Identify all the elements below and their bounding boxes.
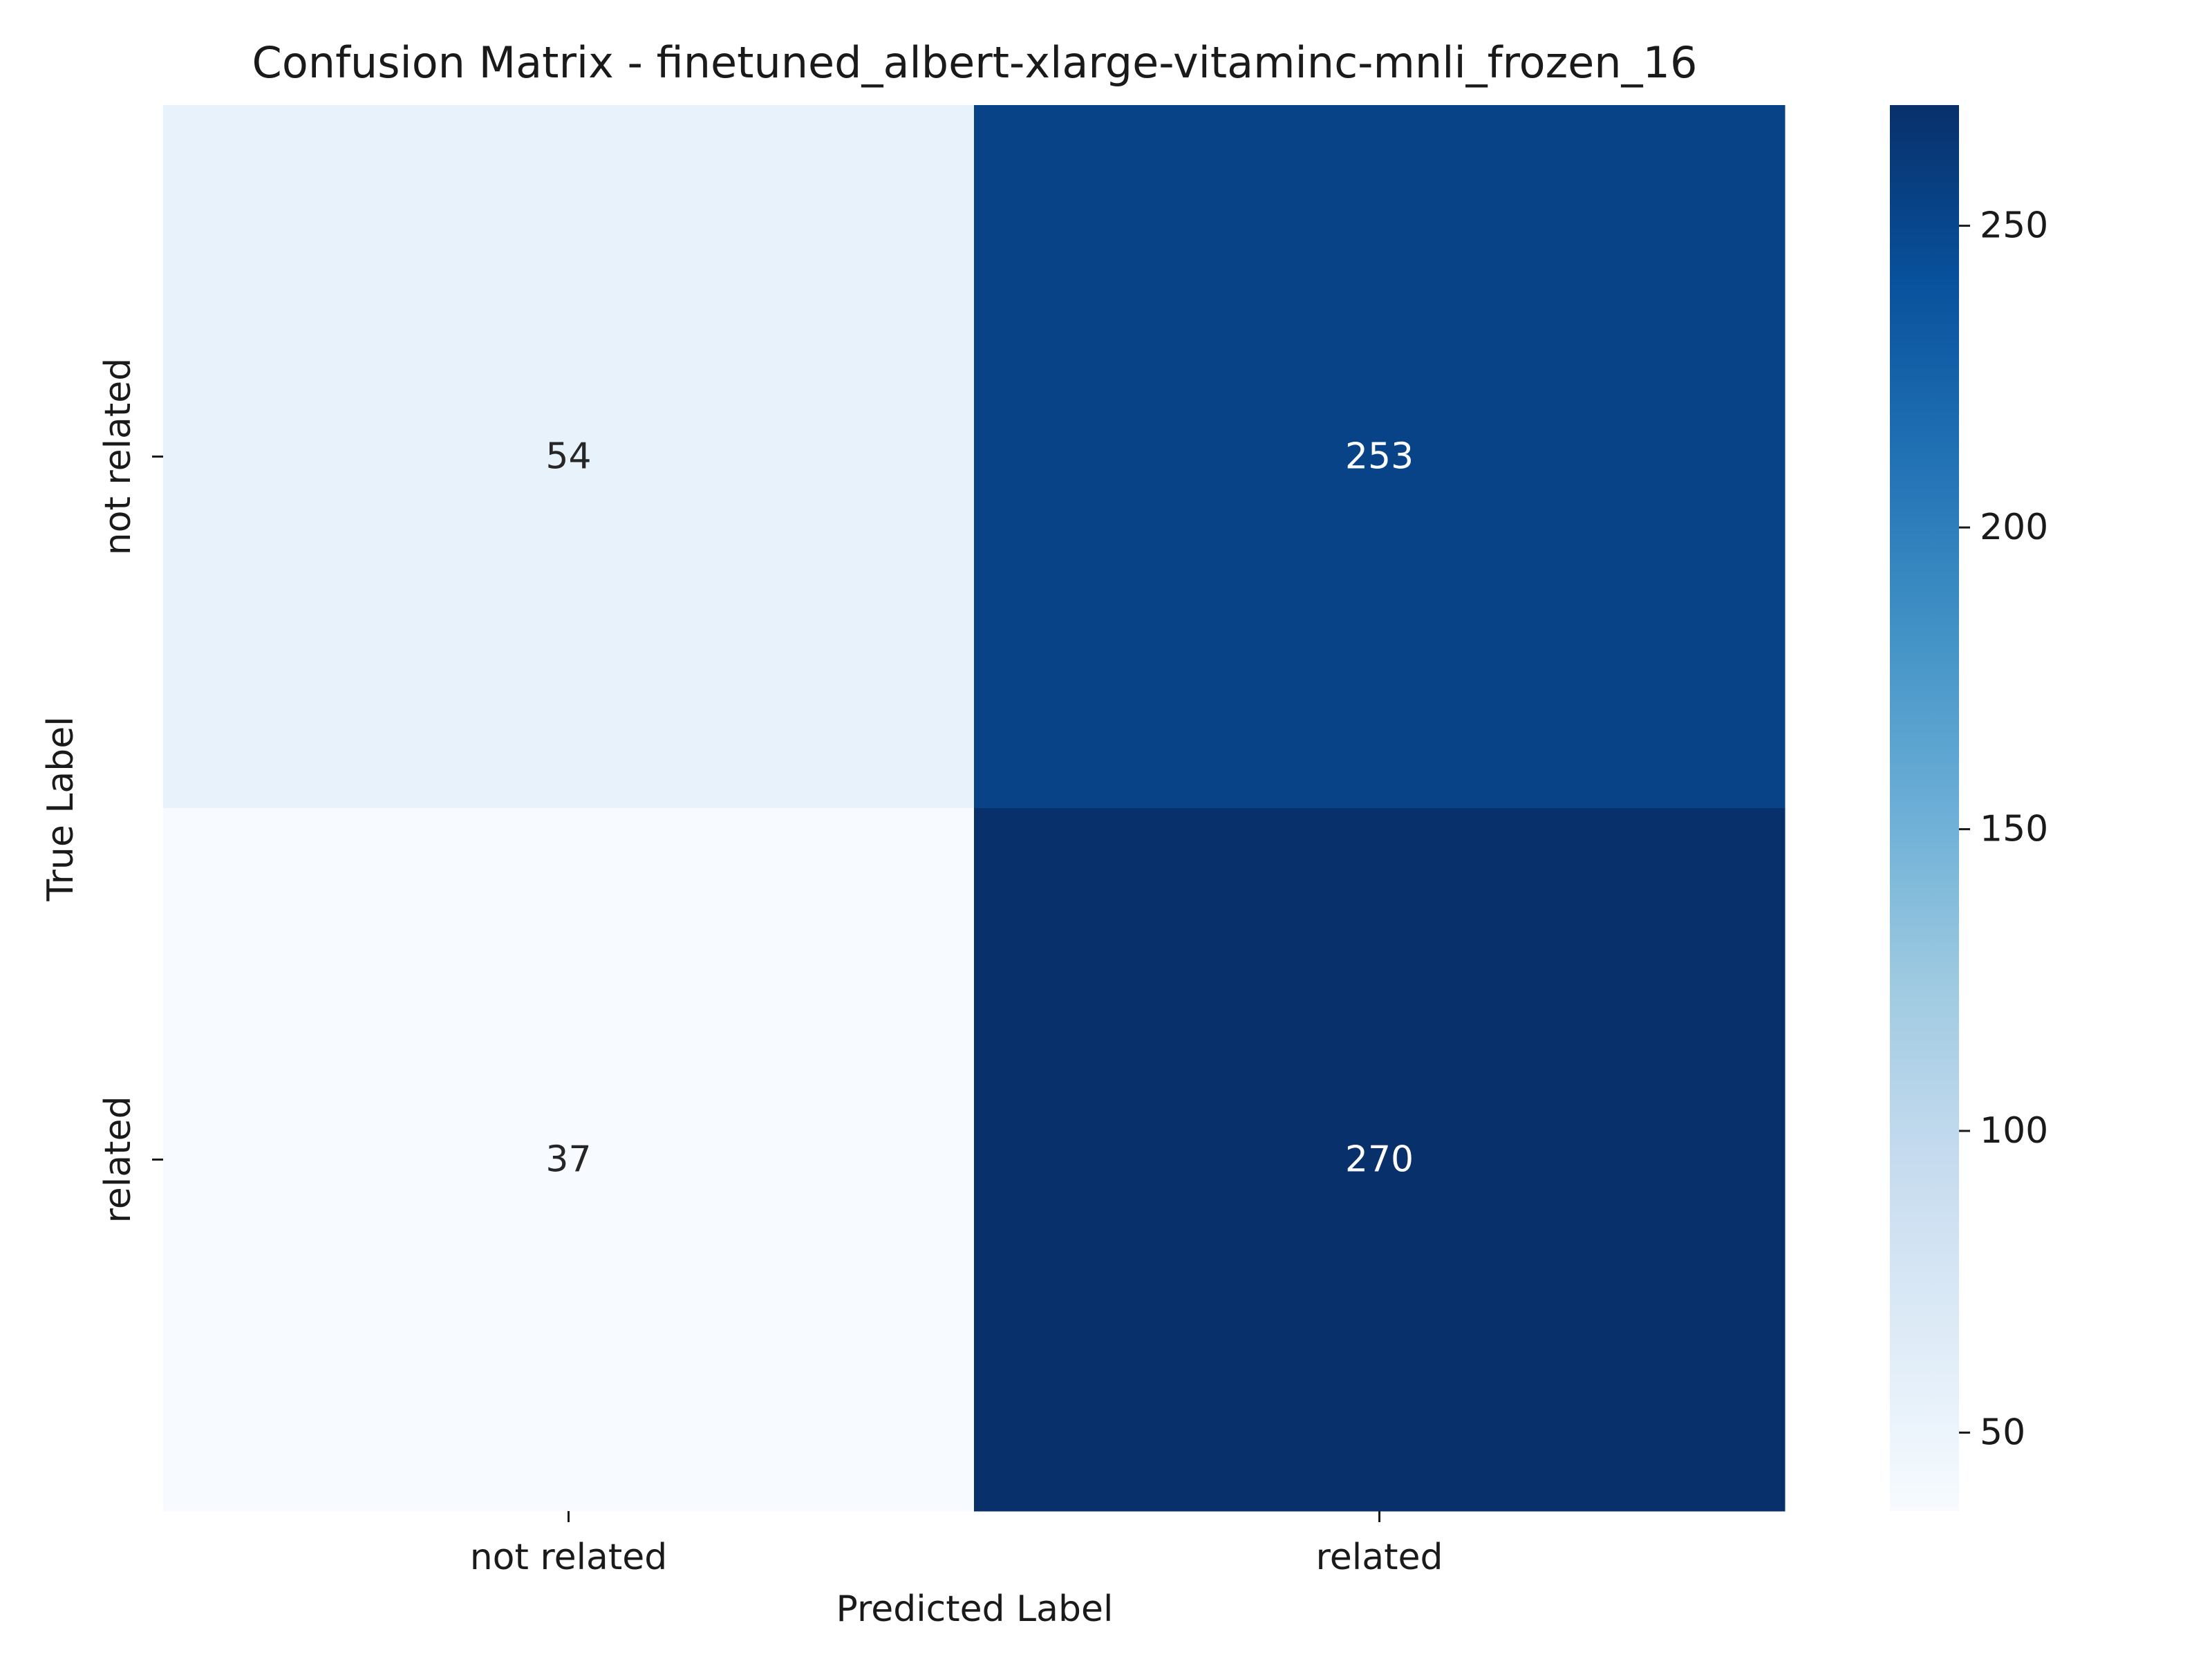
x-axis-label: Predicted Label bbox=[836, 1588, 1114, 1630]
x-axis: not related related bbox=[470, 1511, 1443, 1578]
y-axis-label: True Label bbox=[40, 716, 82, 901]
y-tick-label: related bbox=[97, 1096, 139, 1224]
y-axis: not related related bbox=[97, 358, 163, 1224]
heatmap-cell bbox=[163, 105, 975, 809]
colorbar-tick-label: 200 bbox=[1980, 507, 2048, 548]
cell-value-label: 37 bbox=[545, 1139, 591, 1181]
colorbar-tick-label: 250 bbox=[1980, 205, 2048, 247]
heatmap-cells bbox=[163, 105, 1785, 1512]
colorbar-tick-label: 150 bbox=[1980, 809, 2048, 850]
heatmap-cell bbox=[974, 808, 1785, 1512]
y-tick-label: not related bbox=[97, 358, 139, 556]
heatmap-cell-labels: 54 253 37 270 bbox=[545, 436, 1414, 1181]
colorbar bbox=[1890, 105, 1959, 1511]
x-tick-label: related bbox=[1316, 1537, 1443, 1578]
cell-value-label: 54 bbox=[545, 436, 591, 478]
heatmap-cell bbox=[163, 808, 975, 1512]
cell-value-label: 253 bbox=[1345, 436, 1414, 478]
colorbar-tick-label: 100 bbox=[1980, 1110, 2048, 1152]
chart-title: Confusion Matrix - finetuned_albert-xlar… bbox=[252, 37, 1698, 88]
heatmap-cell bbox=[974, 105, 1785, 809]
colorbar-ticks: 50 100 150 200 250 bbox=[1959, 205, 2048, 1454]
x-tick-label: not related bbox=[470, 1537, 668, 1578]
colorbar-tick-label: 50 bbox=[1980, 1412, 2025, 1454]
cell-value-label: 270 bbox=[1345, 1139, 1414, 1181]
